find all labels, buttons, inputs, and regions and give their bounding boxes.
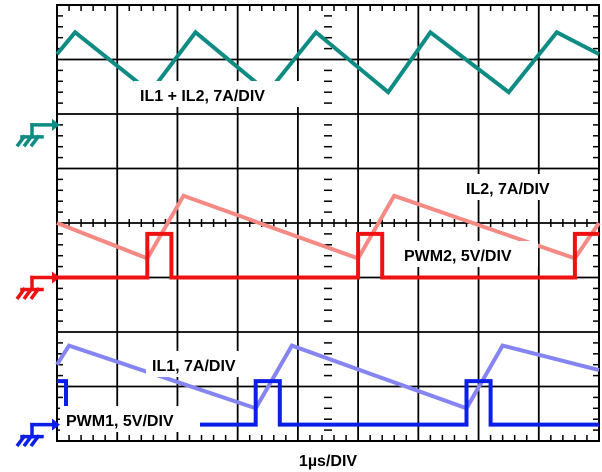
label-bg-il2 (460, 174, 570, 200)
label-il-sum: IL1 + IL2, 7A/DIV (140, 88, 265, 105)
ground-marker-stroke (29, 287, 41, 300)
ground-marker-il-sum (15, 118, 60, 148)
ground-marker-pwm2 (15, 271, 60, 300)
grid (56, 4, 600, 442)
label-bg-il1 (146, 351, 256, 377)
trace-il-sum (55, 29, 600, 96)
ground-marker-stroke (29, 134, 41, 148)
ground-marker-arrow (52, 271, 60, 284)
ground-marker-stroke (29, 434, 41, 448)
ground-markers (15, 118, 60, 448)
label-bg-pwm2 (398, 241, 538, 267)
ground-marker-stroke (22, 134, 34, 148)
x-axis-label: 1µs/DIV (299, 453, 357, 470)
ground-marker-arrow (52, 118, 60, 131)
label-bg-il-sum (134, 81, 304, 107)
label-il2: IL2, 7A/DIV (466, 181, 550, 198)
label-pwm2: PWM2, 5V/DIV (404, 248, 512, 265)
label-bg-pwm1 (60, 406, 200, 432)
ground-marker-stroke (15, 134, 27, 148)
ground-marker-stroke (15, 434, 27, 448)
label-il1: IL1, 7A/DIV (152, 358, 236, 375)
ground-marker-pwm1 (15, 418, 60, 448)
trace-il1 (55, 343, 600, 411)
ground-marker-arrow (52, 418, 60, 431)
ground-marker-stroke (22, 434, 34, 448)
ground-marker-stroke (15, 287, 27, 300)
ground-marker-stroke (22, 287, 34, 300)
trace-pwm2 (57, 231, 599, 280)
label-pwm1: PWM1, 5V/DIV (66, 413, 174, 430)
